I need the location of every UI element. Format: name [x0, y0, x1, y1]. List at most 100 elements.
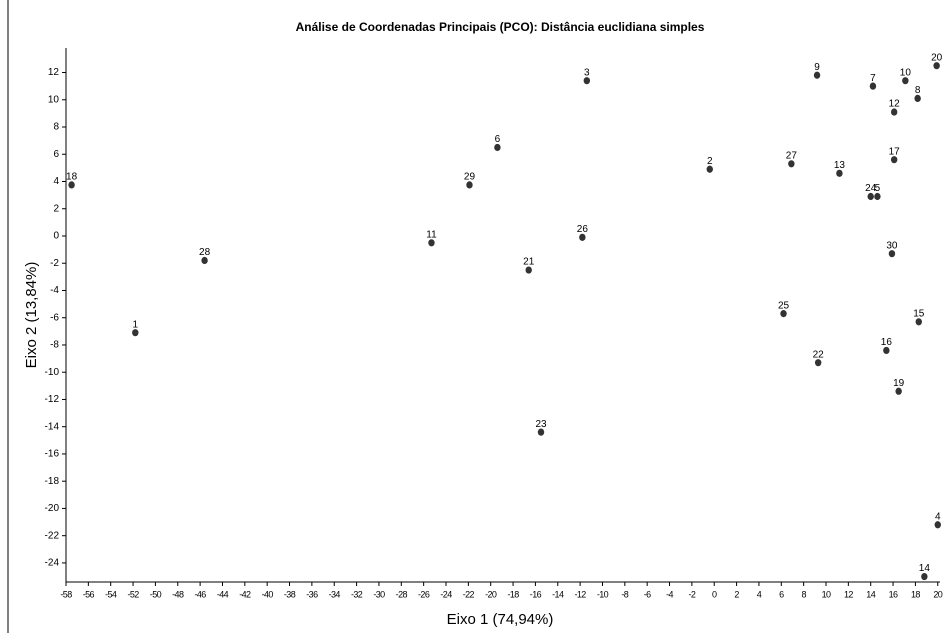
point — [537, 428, 545, 436]
point — [201, 256, 208, 265]
y-tick-label: -12 — [45, 394, 60, 405]
x-tick-label: -38 — [284, 589, 296, 599]
y-tick-label: -10 — [45, 367, 60, 378]
point-label: 21 — [523, 257, 535, 268]
y-tick-label: -2 — [50, 258, 59, 269]
x-tick-label: -52 — [127, 589, 139, 599]
point — [780, 310, 787, 318]
point — [132, 329, 139, 337]
point-label: 7 — [870, 73, 876, 84]
x-tick-label: -36 — [306, 589, 318, 599]
point — [494, 143, 501, 152]
point-label: 11 — [426, 229, 437, 240]
x-tick-label: -14 — [552, 589, 564, 599]
x-tick-label: -46 — [195, 589, 207, 599]
x-tick-label: 20 — [933, 589, 942, 599]
point-label: 6 — [495, 134, 501, 145]
x-tick-label: -26 — [418, 589, 430, 599]
x-tick-label: -48 — [172, 589, 184, 599]
x-tick-label: 2 — [734, 589, 739, 599]
point — [888, 250, 896, 258]
x-tick-label: -54 — [105, 589, 117, 599]
point-label: 25 — [778, 300, 790, 311]
x-tick-label: -22 — [463, 589, 475, 599]
point — [874, 192, 881, 201]
y-tick-label: -8 — [50, 340, 59, 351]
point-label: 29 — [464, 172, 476, 183]
y-tick-label: -24 — [45, 558, 60, 569]
point — [466, 181, 473, 189]
y-tick-label: -20 — [45, 503, 60, 514]
x-tick-label: -2 — [688, 589, 695, 599]
x-tick-label: -10 — [597, 589, 609, 599]
y-tick-label: 2 — [53, 203, 59, 214]
point-label: 9 — [814, 62, 820, 73]
point — [788, 160, 795, 168]
x-tick-label: -24 — [440, 589, 452, 599]
x-tick-label: -44 — [217, 589, 229, 599]
point — [915, 318, 922, 326]
point-label: 19 — [893, 378, 905, 389]
point — [68, 181, 75, 189]
point-label: 27 — [786, 150, 798, 161]
point — [902, 77, 909, 85]
point — [428, 239, 435, 247]
y-tick-label: -16 — [45, 449, 60, 460]
x-tick-label: -20 — [485, 589, 497, 599]
point-label: 18 — [66, 172, 78, 183]
point — [813, 71, 821, 79]
x-tick-label: 10 — [822, 589, 831, 599]
x-tick-label: -34 — [329, 589, 341, 599]
point-label: 30 — [886, 240, 898, 251]
y-tick-label: 4 — [53, 176, 59, 187]
point — [933, 62, 940, 70]
x-tick-label: 4 — [757, 589, 762, 599]
point-label: 16 — [881, 337, 893, 348]
x-axis-label: Eixo 1 (74,94%) — [447, 611, 554, 628]
x-tick-label: -16 — [530, 589, 542, 599]
point — [583, 77, 591, 85]
y-tick-label: -22 — [45, 530, 60, 541]
x-tick-label: -12 — [575, 589, 587, 599]
point-label: 23 — [535, 419, 547, 430]
point-label: 4 — [935, 511, 941, 522]
chart-title: Análise de Coordenadas Principais (PCO):… — [296, 20, 705, 34]
x-tick-label: -4 — [666, 589, 673, 599]
point-label: 3 — [584, 67, 590, 78]
point — [867, 192, 874, 201]
point — [836, 169, 843, 177]
point-label: 22 — [813, 349, 825, 360]
point — [869, 82, 877, 90]
x-tick-label: -28 — [396, 589, 408, 599]
point — [706, 165, 713, 173]
y-tick-label: -18 — [45, 476, 60, 487]
x-tick-label: 14 — [866, 589, 875, 599]
point-label: 2 — [707, 156, 713, 167]
x-tick-label: -18 — [507, 589, 519, 599]
x-tick-label: -40 — [262, 589, 274, 599]
point — [525, 266, 532, 274]
y-tick-label: -6 — [50, 312, 59, 323]
point — [934, 521, 941, 529]
point-label: 5 — [875, 183, 881, 194]
x-tick-label: 0 — [712, 589, 717, 599]
x-tick-label: 18 — [911, 589, 920, 599]
point-label: 8 — [915, 85, 921, 96]
y-tick-label: 8 — [53, 122, 59, 133]
x-tick-label: -50 — [150, 589, 162, 599]
point — [883, 346, 890, 355]
y-tick-label: 0 — [53, 231, 59, 242]
x-tick-label: -32 — [351, 589, 363, 599]
y-tick-label: -4 — [50, 285, 59, 296]
point-label: 15 — [913, 308, 925, 319]
point-label: 26 — [577, 224, 589, 235]
x-tick-label: 12 — [844, 589, 853, 599]
x-tick-label: 6 — [779, 589, 784, 599]
y-tick-label: -14 — [45, 421, 60, 432]
x-tick-label: -6 — [644, 589, 651, 599]
point-label: 14 — [919, 563, 931, 574]
x-tick-label: -58 — [60, 589, 72, 599]
point-label: 17 — [889, 146, 901, 157]
x-tick-label: 16 — [889, 589, 898, 599]
